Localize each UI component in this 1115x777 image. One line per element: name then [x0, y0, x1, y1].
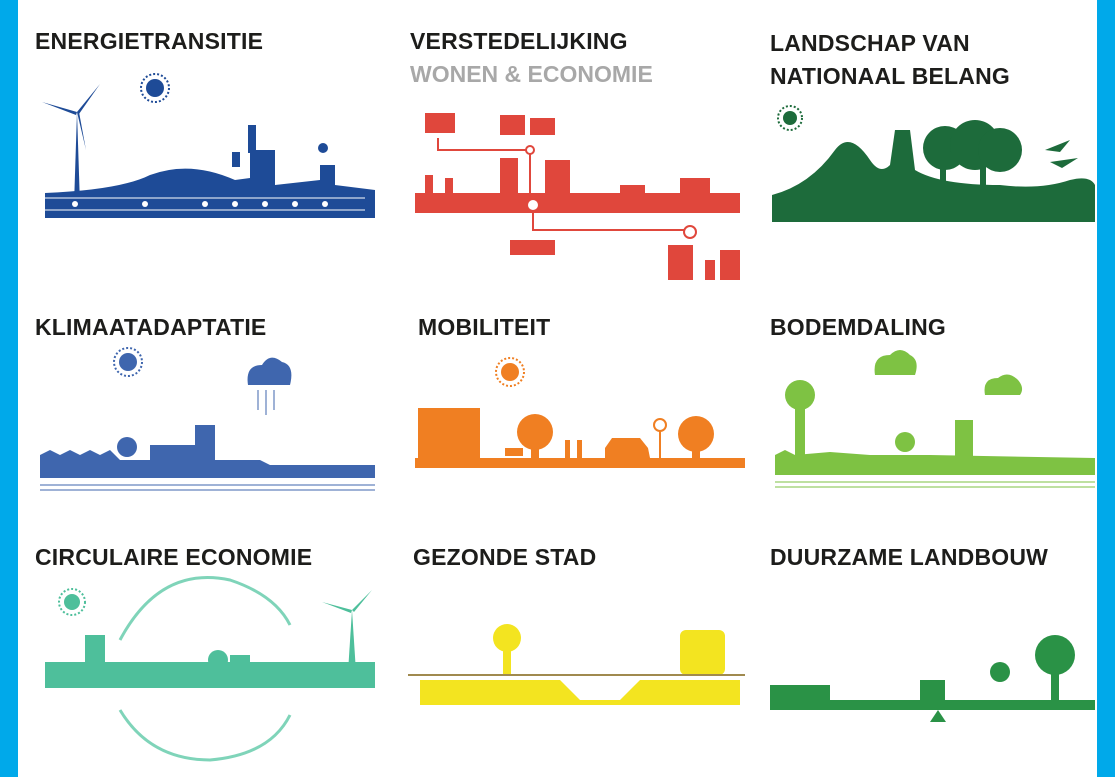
tile-title: VERSTEDELIJKING: [410, 27, 628, 55]
subsidence-illustration: [775, 350, 1095, 487]
tile-title: GEZONDE STAD: [413, 543, 596, 571]
landscape-illustration: [772, 106, 1095, 222]
page: ENERGIETRANSITIE VERSTEDELIJKING WONEN &…: [0, 0, 1115, 777]
circular-illustration: [45, 578, 375, 761]
climate-illustration: [40, 348, 375, 490]
tile-title: BODEMDALING: [770, 313, 946, 341]
agriculture-illustration: [770, 635, 1095, 722]
energy-illustration: [42, 74, 375, 218]
tile-title: DUURZAME LANDBOUW: [770, 543, 1048, 571]
urban-illustration: [415, 113, 740, 280]
illustrations: [18, 0, 1097, 777]
tile-subtitle: WONEN & ECONOMIE: [410, 60, 653, 88]
tile-title: CIRCULAIRE ECONOMIE: [35, 543, 312, 571]
tile-title: KLIMAATADAPTATIE: [35, 313, 266, 341]
tile-title: MOBILITEIT: [418, 313, 550, 341]
mobility-illustration: [415, 358, 745, 468]
tile-title: ENERGIETRANSITIE: [35, 27, 263, 55]
healthy-illustration: [408, 624, 745, 705]
tile-title: LANDSCHAP VAN NATIONAAL BELANG: [770, 27, 1030, 93]
content: ENERGIETRANSITIE VERSTEDELIJKING WONEN &…: [18, 0, 1097, 777]
